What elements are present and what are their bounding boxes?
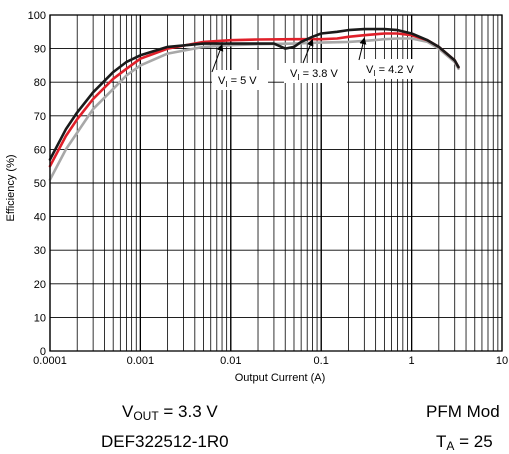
chart-grid	[49, 14, 503, 352]
tick-labels: 0 10 20 30 40 50 60 70 80 90 100 0.0001 0.001 0.01 0.1…	[28, 10, 508, 367]
x-tick-label: 0.0001	[33, 355, 67, 367]
y-tick-label: 60	[34, 144, 46, 156]
annotation-arrow	[358, 37, 367, 61]
x-axis-label: Output Current (A)	[235, 372, 325, 384]
y-tick-label: 40	[34, 212, 46, 224]
annotation-box	[284, 63, 347, 83]
y-tick-label: 80	[34, 77, 46, 89]
mode-note: PFM Mod	[426, 402, 500, 421]
annotation-arrow	[211, 43, 224, 73]
chart-series	[48, 27, 460, 181]
annotation-box	[212, 70, 268, 90]
annotation-arrow	[302, 38, 314, 64]
x-tick-label: 0.01	[220, 355, 241, 367]
vout-note: VOUT = 3.3 V	[122, 402, 218, 423]
x-tick-label: 0.1	[314, 355, 329, 367]
y-tick-label: 100	[28, 10, 46, 22]
y-tick-label: 10	[34, 312, 46, 324]
plot-frame	[49, 14, 503, 352]
y-tick-label: 90	[34, 44, 46, 56]
y-tick-label: 0	[40, 346, 46, 358]
x-tick-label: 0.001	[127, 355, 155, 367]
annotation-box	[359, 59, 430, 79]
y-tick-label: 30	[34, 245, 46, 257]
annotation-label: VI = 3.8 V	[290, 68, 338, 82]
inductor-note: DEF322512-1R0	[101, 432, 229, 451]
annotation-label: VI = 5 V	[218, 75, 257, 89]
annotation-label: VI = 4.2 V	[366, 64, 414, 78]
x-tick-label: 10	[496, 355, 508, 367]
ta-note: TA = 25	[436, 432, 493, 453]
series-line	[48, 27, 460, 161]
y-tick-label: 20	[34, 279, 46, 291]
chart-annotations: VI = 5 V VI = 3.8 V VI = 4.2 V	[211, 37, 430, 90]
y-tick-label: 50	[34, 178, 46, 190]
x-tick-label: 1	[409, 355, 415, 367]
y-tick-label: 70	[34, 111, 46, 123]
y-axis-label: Efficiency (%)	[5, 154, 17, 221]
